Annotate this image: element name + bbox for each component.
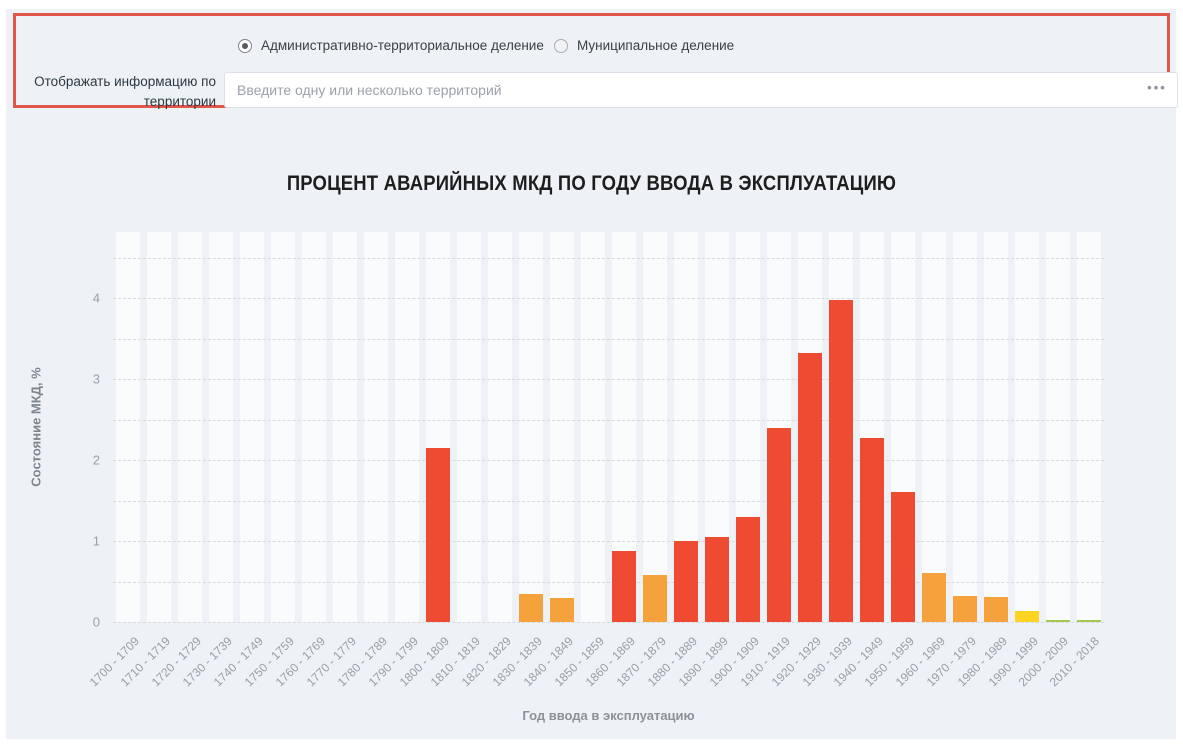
chart-bar-1800-1809[interactable] — [426, 448, 451, 622]
chart-bar-1900-1909[interactable] — [735, 517, 760, 622]
radio-municipal-division[interactable]: Муниципальное деление — [554, 38, 734, 53]
radio-button-icon[interactable] — [238, 38, 252, 53]
radio-municipal-division-label: Муниципальное деление — [577, 38, 735, 53]
chart-bar-1840-1849[interactable] — [550, 598, 575, 622]
chart-bar-1920-1929[interactable] — [797, 353, 822, 622]
territory-search-input[interactable] — [224, 72, 1178, 108]
territory-filter-panel: Отображать информацию по территории Адми… — [13, 13, 1178, 109]
chart-bar-1950-1959[interactable] — [890, 492, 915, 622]
chart-bar-2010-2018[interactable] — [1076, 620, 1101, 622]
chart-bar-1970-1979[interactable] — [952, 596, 977, 622]
territory-filter-label: Отображать информацию по территории — [34, 74, 216, 109]
chart-bar-1870-1879[interactable] — [642, 575, 667, 622]
territory-more-options-icon[interactable]: ••• — [1147, 80, 1167, 95]
y-axis-title: Состояние МКД, % — [28, 367, 44, 487]
chart-bar-1980-1989[interactable] — [983, 597, 1008, 622]
radio-administrative-division[interactable]: Административно-территориальное деление — [238, 38, 544, 53]
chart-bar-1830-1839[interactable] — [519, 594, 544, 622]
chart-bar-1910-1919[interactable] — [766, 428, 791, 622]
radio-administrative-division-label: Административно-территориальное деление — [261, 38, 544, 53]
chart-title: ПРОЦЕНТ АВАРИЙНЫХ МКД ПО ГОДУ ВВОДА В ЭК… — [286, 172, 897, 195]
radio-button-icon[interactable] — [554, 38, 568, 53]
chart-bar-1940-1949[interactable] — [859, 438, 884, 622]
chart-bar-1960-1969[interactable] — [921, 573, 946, 622]
x-axis-title: Год ввода в эксплуатацию — [522, 708, 695, 723]
chart-bar-2000-2009[interactable] — [1045, 620, 1070, 622]
chart-bar-1930-1939[interactable] — [828, 300, 853, 622]
chart-bar-1880-1889[interactable] — [673, 541, 698, 622]
chart-bar-1860-1869[interactable] — [611, 551, 636, 622]
chart-bar-1990-1999[interactable] — [1014, 611, 1039, 622]
page-content-background — [6, 9, 1176, 739]
chart-bar-1890-1899[interactable] — [704, 537, 729, 622]
